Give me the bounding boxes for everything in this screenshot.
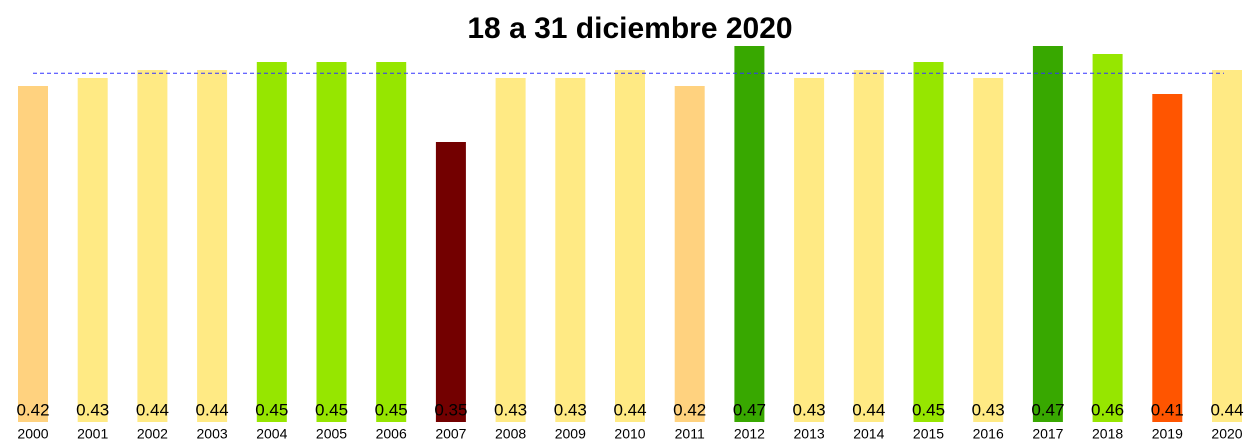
x-tick-label: 2015 [913, 426, 944, 441]
x-tick-label: 2004 [256, 426, 287, 441]
bar [794, 78, 825, 422]
x-tick-label: 2002 [137, 426, 168, 441]
value-label: 0.46 [1091, 400, 1124, 419]
bar [137, 70, 168, 422]
value-label: 0.44 [613, 400, 646, 419]
value-label: 0.44 [852, 400, 885, 419]
bar [913, 62, 944, 422]
value-label: 0.43 [76, 400, 109, 419]
bar [18, 86, 48, 422]
value-label: 0.45 [375, 400, 408, 419]
value-label: 0.43 [793, 400, 826, 419]
value-label: 0.43 [972, 400, 1005, 419]
value-label: 0.43 [554, 400, 587, 419]
x-tick-label: 2016 [973, 426, 1004, 441]
x-tick-label: 2012 [734, 426, 765, 441]
bar [495, 78, 526, 422]
x-tick-label: 2018 [1092, 426, 1123, 441]
x-tick-label: 2011 [675, 426, 705, 441]
x-tick-label: 2019 [1152, 426, 1183, 441]
bar [1152, 94, 1183, 422]
x-tick-label: 2020 [1211, 426, 1242, 441]
x-tick-label: 2010 [614, 426, 645, 441]
bar [376, 62, 407, 422]
value-label: 0.45 [912, 400, 945, 419]
value-label: 0.35 [434, 400, 467, 419]
x-tick-label: 2017 [1032, 426, 1063, 441]
value-label: 0.44 [136, 400, 169, 419]
x-tick-label: 2005 [316, 426, 347, 441]
x-tick-label: 2000 [17, 426, 48, 441]
x-tick-label: 2007 [435, 426, 466, 441]
bar [674, 86, 705, 422]
value-label: 0.41 [1151, 400, 1184, 419]
chart-title: 18 a 31 diciembre 2020 [467, 12, 792, 45]
bar [555, 78, 586, 422]
bar [734, 46, 765, 422]
x-tick-label: 2013 [794, 426, 825, 441]
value-label: 0.42 [673, 400, 706, 419]
bar [973, 78, 1004, 422]
bar [853, 70, 884, 422]
value-label: 0.44 [1210, 400, 1243, 419]
bar [1092, 54, 1123, 422]
x-tick-label: 2014 [853, 426, 884, 441]
value-label: 0.44 [196, 400, 229, 419]
x-tick-label: 2009 [555, 426, 586, 441]
value-label: 0.47 [1031, 400, 1064, 419]
value-label: 0.43 [494, 400, 527, 419]
bar [197, 70, 228, 422]
bar [435, 142, 466, 422]
x-tick-label: 2006 [376, 426, 407, 441]
x-tick-label: 2003 [197, 426, 228, 441]
x-tick-label: 2001 [77, 426, 108, 441]
value-label: 0.42 [16, 400, 49, 419]
value-label: 0.47 [733, 400, 766, 419]
x-tick-label: 2008 [495, 426, 526, 441]
bar [256, 62, 287, 422]
value-label: 0.45 [255, 400, 288, 419]
value-label: 0.45 [315, 400, 348, 419]
bar [1032, 46, 1063, 422]
bar [615, 70, 645, 422]
bar [316, 62, 347, 422]
bar [77, 78, 108, 422]
bar [1212, 70, 1242, 422]
